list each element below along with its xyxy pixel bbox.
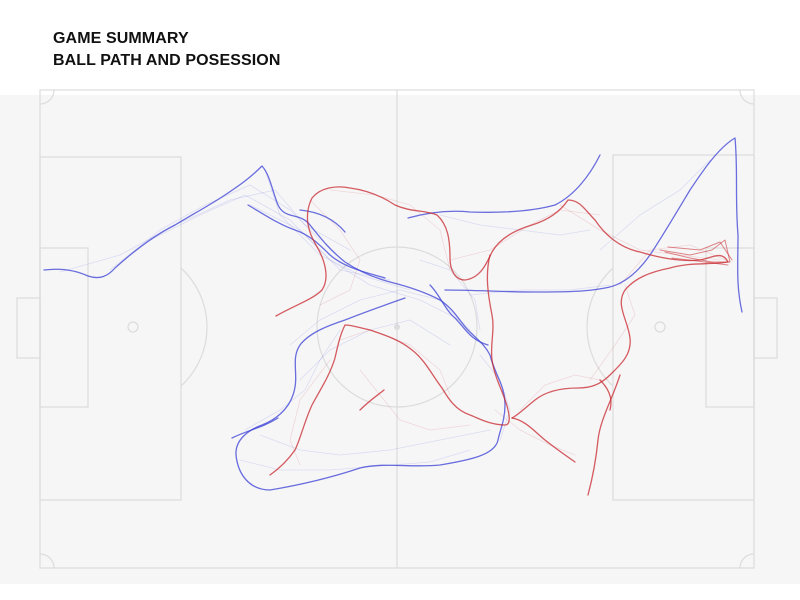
corner-arc-bottom-left — [39, 553, 55, 569]
left-penalty-area — [39, 156, 182, 501]
red-knot-right-goal — [659, 239, 733, 266]
page-title: GAME SUMMARY — [53, 30, 189, 47]
corner-arc-top-left — [39, 89, 55, 105]
corner-arc-top-right — [739, 89, 755, 105]
left-goal-area — [39, 247, 89, 408]
pitch-background-band — [0, 95, 800, 584]
page-subtitle: BALL PATH AND POSESSION — [53, 52, 281, 69]
right-goal-area — [705, 247, 755, 408]
right-goal — [753, 297, 778, 359]
blue-path-web — [59, 159, 711, 471]
right-penalty-area — [612, 154, 755, 501]
right-penalty-spot — [654, 321, 666, 333]
left-goal — [16, 297, 41, 359]
left-penalty-spot — [127, 321, 139, 333]
title-block: GAME SUMMARY BALL PATH AND POSESSION — [53, 28, 281, 72]
blue-team-ball-path — [43, 137, 743, 491]
center-circle — [316, 246, 478, 408]
right-penalty-arc — [586, 267, 614, 387]
left-penalty-arc — [180, 267, 208, 387]
red-path-web — [289, 189, 731, 466]
corner-arc-bottom-right — [739, 553, 755, 569]
red-team-ball-path — [269, 186, 729, 496]
pitch-markings — [16, 89, 778, 569]
center-spot — [394, 324, 400, 330]
